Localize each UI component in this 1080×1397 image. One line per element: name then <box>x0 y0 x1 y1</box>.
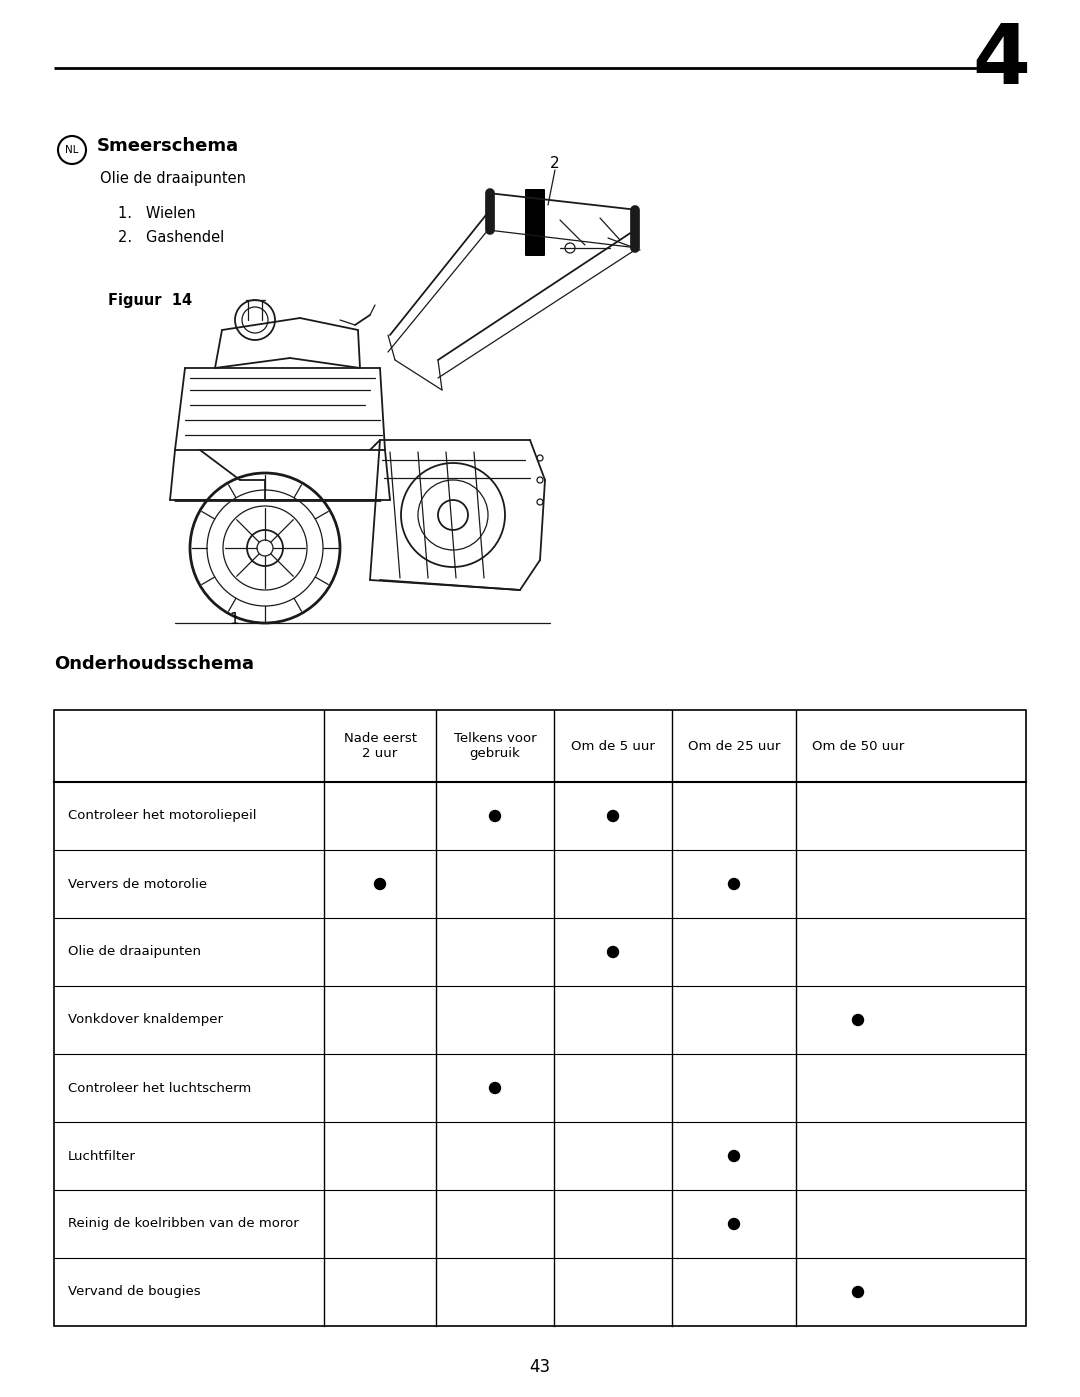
Bar <box>54 710 1026 1326</box>
Text: Luchtfilter: Luchtfilter <box>68 1150 136 1162</box>
Text: 2.   Gashendel: 2. Gashendel <box>118 231 225 246</box>
Text: 1.   Wielen: 1. Wielen <box>118 205 195 221</box>
Text: Om de 25 uur: Om de 25 uur <box>688 739 780 753</box>
Circle shape <box>489 810 500 821</box>
Text: 43: 43 <box>529 1358 551 1376</box>
Text: Figuur  14: Figuur 14 <box>108 292 192 307</box>
Circle shape <box>489 1083 500 1094</box>
Text: Controleer het motoroliepeil: Controleer het motoroliepeil <box>68 809 257 823</box>
Circle shape <box>852 1014 864 1025</box>
Text: Vonkdover knaldemper: Vonkdover knaldemper <box>68 1013 222 1027</box>
Circle shape <box>852 1287 864 1298</box>
Text: Vervand de bougies: Vervand de bougies <box>68 1285 201 1298</box>
FancyBboxPatch shape <box>525 189 545 256</box>
Circle shape <box>607 810 619 821</box>
Text: Telkens voor
gebruik: Telkens voor gebruik <box>454 732 537 760</box>
Circle shape <box>729 879 740 890</box>
Text: Om de 50 uur: Om de 50 uur <box>812 739 904 753</box>
Text: Onderhoudsschema: Onderhoudsschema <box>54 655 254 673</box>
Text: Smeerschema: Smeerschema <box>97 137 239 155</box>
Circle shape <box>729 1151 740 1161</box>
Text: Olie de draaipunten: Olie de draaipunten <box>68 946 201 958</box>
Circle shape <box>729 1218 740 1229</box>
Circle shape <box>607 947 619 957</box>
Text: Nade eerst
2 uur: Nade eerst 2 uur <box>343 732 417 760</box>
Text: Controleer het luchtscherm: Controleer het luchtscherm <box>68 1081 252 1094</box>
Circle shape <box>375 879 386 890</box>
Text: NL: NL <box>65 145 79 155</box>
Text: Reinig de koelribben van de moror: Reinig de koelribben van de moror <box>68 1218 299 1231</box>
Text: Ververs de motorolie: Ververs de motorolie <box>68 877 207 890</box>
Text: 2: 2 <box>550 155 559 170</box>
Text: 1: 1 <box>229 612 239 627</box>
Text: 4: 4 <box>972 20 1030 101</box>
Text: Olie de draaipunten: Olie de draaipunten <box>100 170 246 186</box>
Text: Om de 5 uur: Om de 5 uur <box>571 739 654 753</box>
